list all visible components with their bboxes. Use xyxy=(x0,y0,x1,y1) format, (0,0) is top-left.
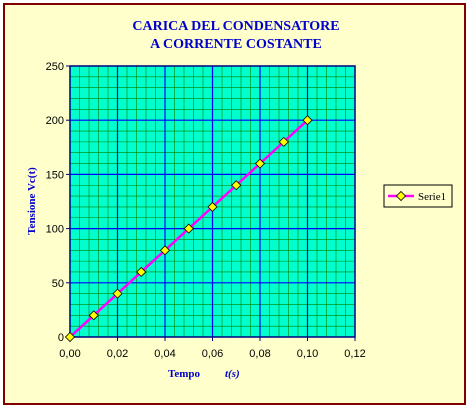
legend-label-serie1: Serie1 xyxy=(418,191,446,203)
x-tick-label: 0,00 xyxy=(59,348,80,360)
x-axis-ticks: 0,00 0,02 0,04 0,06 0,08 0,10 0,12 xyxy=(59,337,366,360)
data-point-marker xyxy=(136,266,147,278)
x-tick-label: 0,10 xyxy=(297,348,318,360)
x-axis-title: Tempo xyxy=(168,368,200,380)
x-tick-label: 0,08 xyxy=(249,348,270,360)
data-point-marker xyxy=(278,136,289,147)
data-point-marker xyxy=(254,158,266,169)
data-point-marker xyxy=(88,310,99,321)
data-point-marker xyxy=(112,288,123,299)
y-tick-label: 250 xyxy=(46,61,64,73)
data-point-marker xyxy=(207,201,218,212)
x-axis-unit: t(s) xyxy=(225,368,240,380)
y-tick-label: 100 xyxy=(46,224,64,236)
y-axis-title: Tensione Vc(t) xyxy=(26,167,38,235)
y-tick-label: 0 xyxy=(58,332,64,344)
legend-box xyxy=(383,184,453,208)
chart-title-line2: A CORRENTE COSTANTE xyxy=(150,37,322,52)
data-point-marker xyxy=(183,223,194,234)
y-tick-label: 50 xyxy=(52,278,64,290)
legend: Serie1 xyxy=(383,184,453,208)
x-tick-label: 0,04 xyxy=(154,348,175,360)
legend-marker-swatch xyxy=(395,190,407,202)
x-tick-label: 0,06 xyxy=(202,348,223,360)
x-tick-label: 0,02 xyxy=(107,348,128,360)
y-axis-ticks: 0 50 100 150 200 250 xyxy=(46,61,70,344)
data-point-marker xyxy=(64,331,76,343)
data-point-marker xyxy=(159,245,171,256)
chart-title-line1: CARICA DEL CONDENSATORE xyxy=(132,19,339,34)
data-point-marker xyxy=(231,180,242,191)
y-tick-label: 200 xyxy=(46,115,64,127)
data-point-marker xyxy=(302,115,313,126)
series-markers xyxy=(64,115,313,343)
y-tick-label: 150 xyxy=(46,169,64,181)
x-tick-label: 0,12 xyxy=(344,348,365,360)
